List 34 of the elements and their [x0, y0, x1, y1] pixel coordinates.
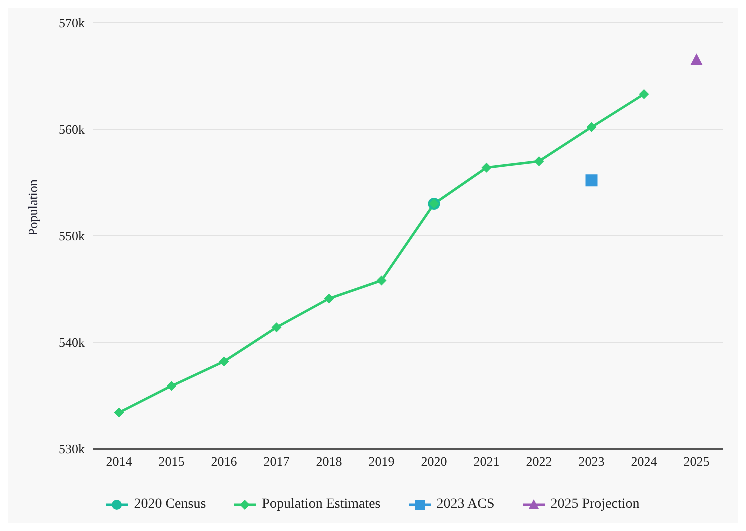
point [219, 356, 230, 367]
point [114, 408, 124, 418]
x-tick-label: 2018 [316, 454, 342, 470]
x-tick-label: 2021 [474, 454, 500, 470]
y-tick-label: 550k [59, 228, 86, 244]
y-axis-title: Population [26, 179, 41, 236]
x-tick-label: 2020 [421, 454, 448, 470]
y-tick-label: 540k [59, 335, 86, 350]
point [639, 89, 650, 100]
point [586, 174, 598, 187]
x-tick-label: 2014 [106, 454, 133, 470]
x-tick-label: 2015 [158, 454, 185, 470]
point [272, 322, 282, 333]
point [166, 381, 177, 392]
point [324, 294, 334, 304]
x-tick-label: 2023 [578, 454, 605, 470]
legend-label: Population Estimates [262, 497, 381, 513]
x-tick-label: 2017 [264, 454, 290, 470]
legend-label: 2020 Census [134, 497, 206, 513]
y-tick-label: 530k [59, 442, 86, 457]
legend-label: 2025 Projection [550, 497, 640, 513]
x-tick-label: 2025 [684, 454, 710, 470]
legend-label: 2023 ACS [436, 497, 495, 513]
point [534, 156, 544, 166]
y-tick-label: 560k [59, 122, 86, 138]
x-tick-label: 2019 [368, 454, 395, 470]
point [482, 162, 492, 173]
point [376, 276, 387, 286]
x-tick-label: 2024 [631, 454, 658, 470]
y-tick-label: 570k [59, 16, 86, 31]
point [690, 54, 703, 66]
point [586, 122, 597, 132]
x-tick-label: 2016 [211, 454, 238, 470]
x-tick-label: 2022 [526, 454, 552, 470]
